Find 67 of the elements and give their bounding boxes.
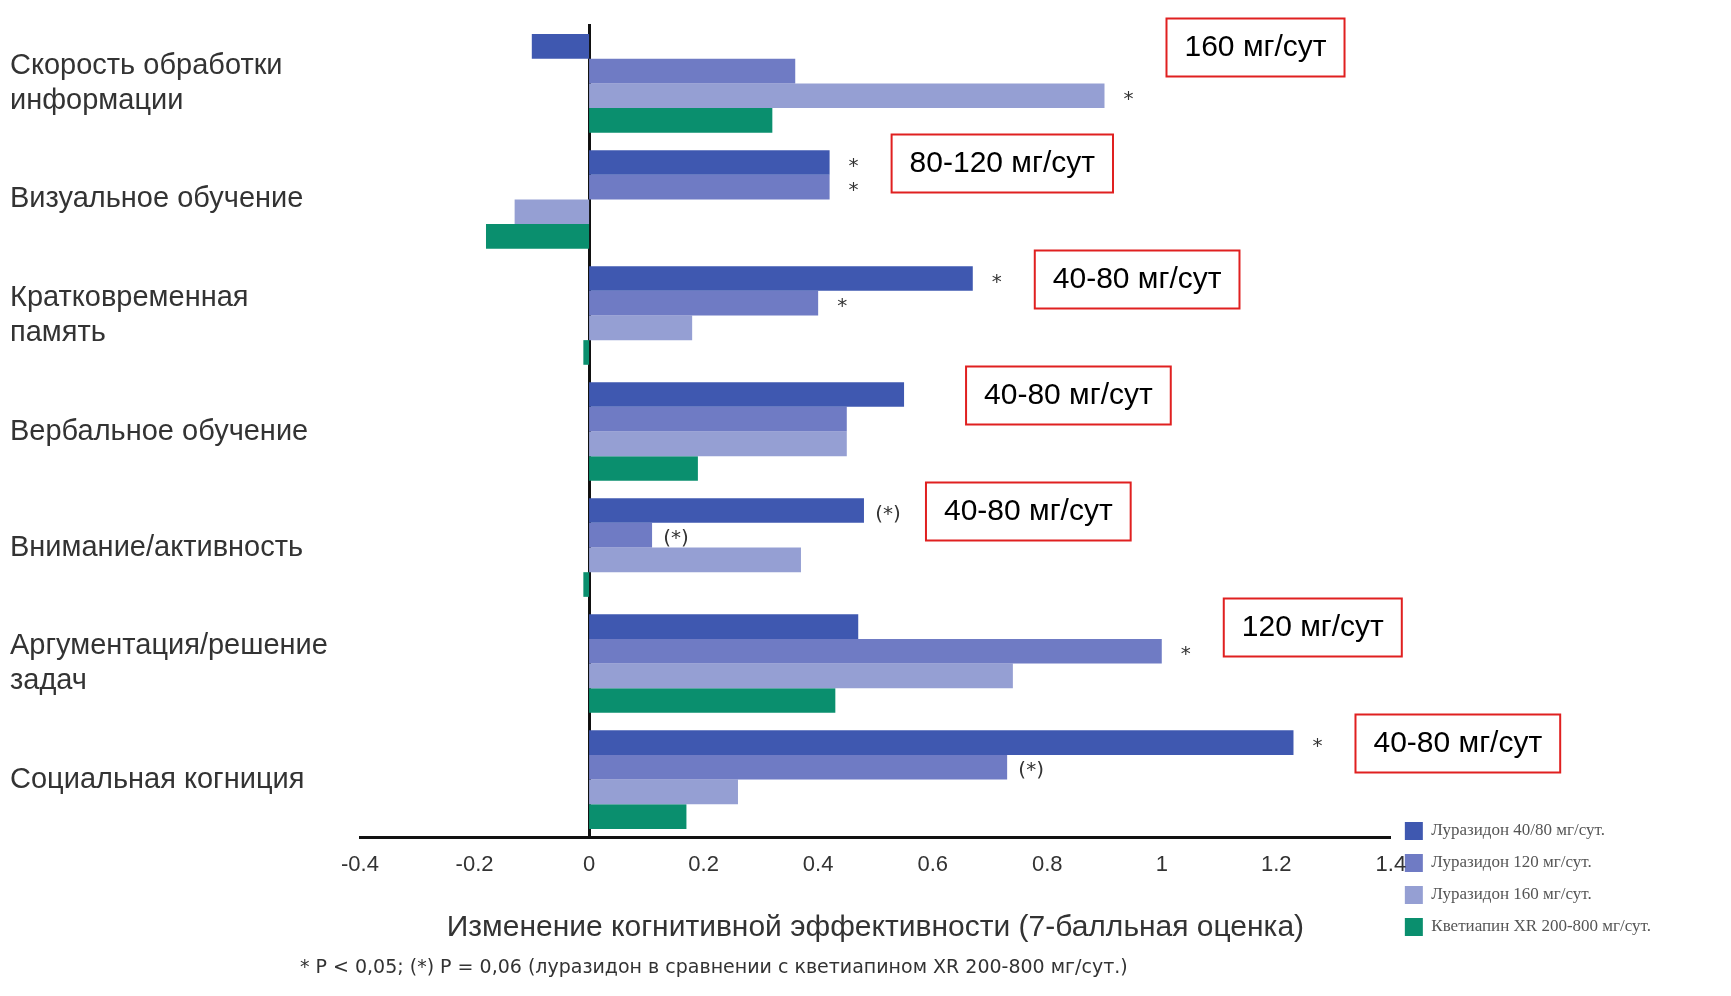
bar — [589, 58, 796, 84]
legend-label: Кветиапин XR 200-800 мг/сут. — [1431, 916, 1651, 936]
data-label: * — [848, 152, 859, 177]
x-axis-title: Изменение когнитивной эффективности (7-балльная оценка) — [446, 909, 1305, 943]
bar — [589, 108, 773, 133]
bar — [589, 779, 738, 805]
annotation: 40-80 мг/сут — [1373, 724, 1543, 758]
y-tick-label: Визуальное обучение — [10, 181, 304, 214]
legend-label: Луразидон 120 мг/сут. — [1431, 852, 1592, 872]
data-label: (*) — [875, 500, 901, 525]
y-tick-label: Социальная когниция — [10, 761, 305, 794]
bar — [589, 730, 1294, 755]
bar — [589, 547, 801, 573]
bar — [589, 406, 847, 432]
annotation: 40-80 мг/сут — [943, 492, 1113, 526]
bar — [589, 315, 693, 341]
data-label: * — [1123, 85, 1134, 110]
bar — [589, 688, 836, 713]
bar — [583, 572, 590, 597]
text: * P < 0,05; (*) P = 0,06 (луразидон в сравнении с кветиапином XR 200-800 мг/сут.) — [300, 955, 1128, 977]
data-label: (*) — [663, 525, 689, 550]
bar — [589, 150, 830, 175]
y-tick-label: Скорость обработки информации — [10, 48, 283, 115]
annotation: 160 мг/сут — [1184, 28, 1327, 62]
bar — [589, 290, 819, 316]
bar — [589, 174, 830, 200]
x-tick-label: -0.4 — [341, 850, 379, 876]
bar — [589, 663, 1013, 689]
data-label: * — [1180, 641, 1191, 666]
x-tick-label: 1 — [1155, 850, 1168, 876]
data-label: * — [1312, 732, 1323, 757]
annotation: 40-80 мг/сут — [1052, 260, 1222, 294]
bar — [589, 83, 1105, 109]
bar — [589, 266, 973, 291]
bar — [589, 614, 859, 639]
data-label: * — [837, 293, 848, 318]
y-tick-label: Вербальное обучение — [10, 413, 309, 446]
y-tick-label: Аргументация/решение задач — [10, 628, 328, 695]
x-tick-label: 1.2 — [1261, 850, 1292, 876]
x-tick-label: 0 — [582, 850, 596, 876]
bar — [589, 431, 847, 457]
data-label: * — [991, 268, 1002, 293]
x-tick-label: -0.2 — [455, 850, 494, 876]
bar — [589, 498, 864, 523]
bar — [589, 382, 905, 407]
bar — [514, 199, 590, 225]
x-tick-label: 0.8 — [1031, 850, 1063, 876]
legend-label: Луразидон 40/80 мг/сут. — [1431, 820, 1605, 840]
bar — [589, 804, 687, 829]
x-tick-label: 0.6 — [917, 850, 948, 876]
y-tick-label: Кратковременная память — [10, 280, 249, 347]
annotation: 120 мг/сут — [1241, 608, 1385, 642]
bar — [589, 456, 698, 481]
bar — [589, 754, 1008, 780]
annotation: 80-120 мг/сут — [909, 144, 1096, 178]
annotation: 40-80 мг/сут — [984, 376, 1154, 410]
bar — [589, 522, 653, 548]
bar — [583, 340, 590, 365]
x-tick-label: 0.4 — [802, 850, 834, 876]
data-label: * — [848, 177, 859, 202]
bar — [589, 638, 1162, 664]
bar — [531, 34, 590, 59]
legend-label: Луразидон 160 мг/сут. — [1431, 884, 1592, 904]
x-tick-label: 0.2 — [688, 850, 719, 876]
y-tick-label: Внимание/активность — [10, 529, 304, 562]
bar — [485, 224, 590, 249]
data-label: (*) — [1018, 757, 1044, 782]
